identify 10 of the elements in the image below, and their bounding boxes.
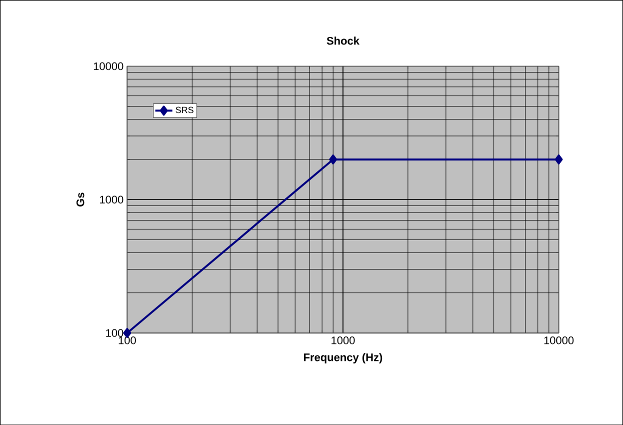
y-tick-label: 1000: [100, 196, 124, 204]
y-tick-label: 10000: [94, 62, 124, 70]
x-tick-label: 100: [118, 336, 136, 344]
y-tick-label: 100: [106, 329, 124, 337]
y-axis-title: Gs: [76, 192, 84, 206]
x-axis-title: Frequency (Hz): [304, 353, 382, 364]
legend-label: SRS: [176, 106, 194, 114]
x-tick-label: 10000: [544, 336, 574, 344]
chart-title: Shock: [326, 36, 360, 45]
x-tick-label: 1000: [332, 336, 355, 344]
